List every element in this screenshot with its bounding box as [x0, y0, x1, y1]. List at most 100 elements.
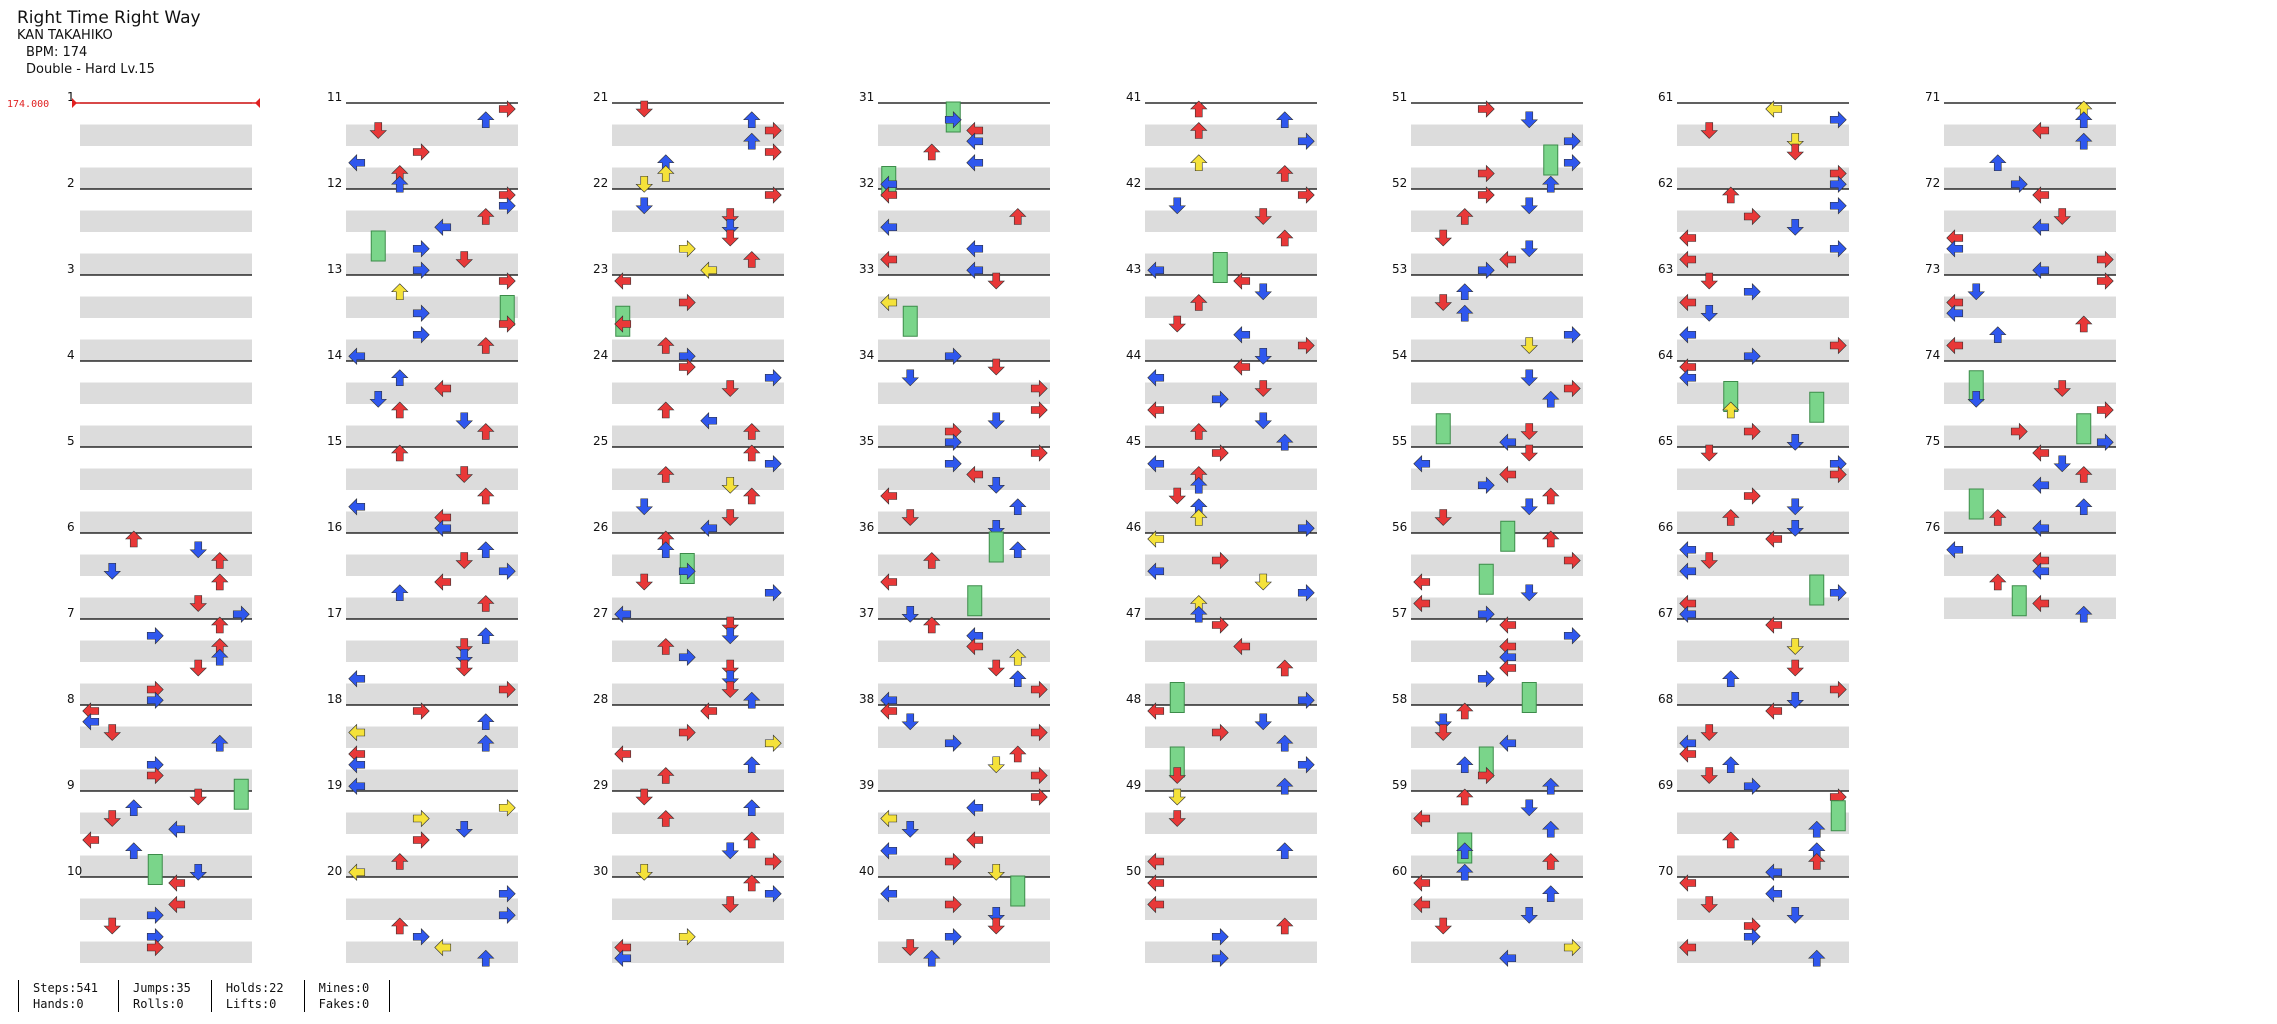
left-arrow-icon	[880, 702, 898, 720]
beat-band	[1145, 468, 1317, 490]
right-arrow-icon	[1743, 283, 1761, 301]
beat-band	[346, 683, 518, 705]
measure-16: 16	[327, 520, 518, 619]
measure-number: 62	[1658, 176, 1673, 190]
beat-band	[612, 253, 784, 275]
up-arrow-icon	[1456, 788, 1474, 806]
up-arrow-icon	[1456, 304, 1474, 322]
up-arrow-icon	[477, 541, 495, 559]
down-arrow-icon	[1254, 713, 1272, 731]
beat-band	[1944, 597, 2116, 619]
up-arrow-icon	[743, 756, 761, 774]
up-arrow-icon	[1989, 573, 2007, 591]
right-arrow-icon	[1477, 476, 1495, 494]
left-arrow-icon	[434, 573, 452, 591]
up-arrow-icon	[1276, 165, 1294, 182]
left-arrow-icon	[700, 519, 718, 537]
measure-number: 13	[327, 262, 342, 276]
beat-band	[346, 812, 518, 834]
left-arrow-icon	[1946, 336, 1964, 355]
up-arrow-icon	[391, 853, 409, 870]
right-arrow-icon	[1477, 766, 1495, 785]
down-arrow-icon	[901, 713, 919, 731]
down-arrow-icon	[369, 390, 387, 408]
beat-band	[1677, 941, 1849, 963]
measure-7: 7	[67, 606, 252, 705]
left-arrow-icon	[880, 293, 898, 312]
down-arrow-icon	[1700, 724, 1718, 741]
beat-band	[878, 382, 1050, 404]
down-arrow-icon	[1520, 444, 1538, 462]
down-arrow-icon	[635, 197, 653, 215]
measure-number: 24	[593, 348, 608, 362]
hold-note-icon	[1809, 391, 1825, 423]
down-arrow-icon	[901, 369, 919, 387]
measure-30: 30	[593, 864, 784, 963]
beat-band	[1944, 425, 2116, 447]
up-arrow-icon	[1722, 509, 1740, 526]
left-arrow-icon	[1765, 702, 1783, 720]
beat-band	[80, 683, 252, 705]
up-arrow-icon	[1276, 917, 1294, 935]
measure-number: 38	[859, 692, 874, 706]
left-arrow-icon	[348, 498, 366, 516]
left-arrow-icon	[434, 218, 452, 236]
beat-band	[346, 296, 518, 318]
down-arrow-icon	[1967, 283, 1985, 301]
beat-band	[80, 511, 252, 533]
up-arrow-icon	[1276, 734, 1294, 752]
down-arrow-icon	[1434, 724, 1452, 741]
measure-59: 59	[1392, 778, 1583, 877]
measure-72: 72	[1925, 176, 2116, 275]
down-arrow-icon	[1434, 509, 1452, 526]
down-arrow-icon	[901, 509, 919, 526]
up-arrow-icon	[1542, 487, 1560, 505]
right-arrow-icon	[1030, 379, 1048, 398]
down-arrow-icon	[2053, 455, 2071, 473]
down-arrow-icon	[721, 218, 739, 236]
left-arrow-icon	[700, 261, 718, 279]
hold-note-icon	[1543, 144, 1559, 176]
right-arrow-icon	[764, 584, 782, 602]
left-arrow-icon	[1413, 594, 1431, 613]
up-arrow-icon	[211, 616, 229, 634]
down-arrow-icon	[1168, 487, 1186, 505]
measure-28: 28	[593, 692, 784, 791]
stat-value: Mines:0	[318, 981, 370, 995]
measure-35: 35	[859, 434, 1050, 533]
right-arrow-icon	[678, 293, 696, 312]
down-arrow-icon	[721, 208, 739, 225]
beat-band	[878, 898, 1050, 920]
right-arrow-icon	[498, 680, 516, 699]
measure-number: 32	[859, 176, 874, 190]
hold-note-icon	[2076, 413, 2092, 445]
down-arrow-icon	[1168, 197, 1186, 215]
up-arrow-icon	[1190, 154, 1208, 172]
measure-70: 70	[1658, 864, 1849, 963]
beat-band	[612, 769, 784, 791]
down-arrow-icon	[1520, 337, 1538, 354]
beat-band	[612, 425, 784, 447]
down-arrow-icon	[721, 476, 739, 494]
right-arrow-icon	[1829, 584, 1847, 602]
right-arrow-icon	[1477, 100, 1495, 118]
hold-note-icon	[1212, 252, 1228, 283]
measure-66: 66	[1658, 520, 1849, 619]
beat-band	[80, 855, 252, 877]
beat-band	[346, 554, 518, 576]
beat-band	[1944, 339, 2116, 361]
down-arrow-icon	[1700, 552, 1718, 569]
measure-51: 51	[1392, 90, 1583, 189]
beat-band	[1411, 597, 1583, 619]
left-arrow-icon	[1679, 874, 1697, 892]
measure-number: 39	[859, 778, 874, 792]
down-arrow-icon	[1434, 229, 1452, 247]
beat-band	[1411, 898, 1583, 920]
measure-number: 21	[593, 90, 608, 104]
right-arrow-icon	[1211, 551, 1229, 570]
measure-number: 65	[1658, 434, 1673, 448]
left-arrow-icon	[2032, 519, 2050, 537]
up-arrow-icon	[211, 648, 229, 666]
down-arrow-icon	[1700, 304, 1718, 322]
measure-13: 13	[327, 262, 518, 361]
